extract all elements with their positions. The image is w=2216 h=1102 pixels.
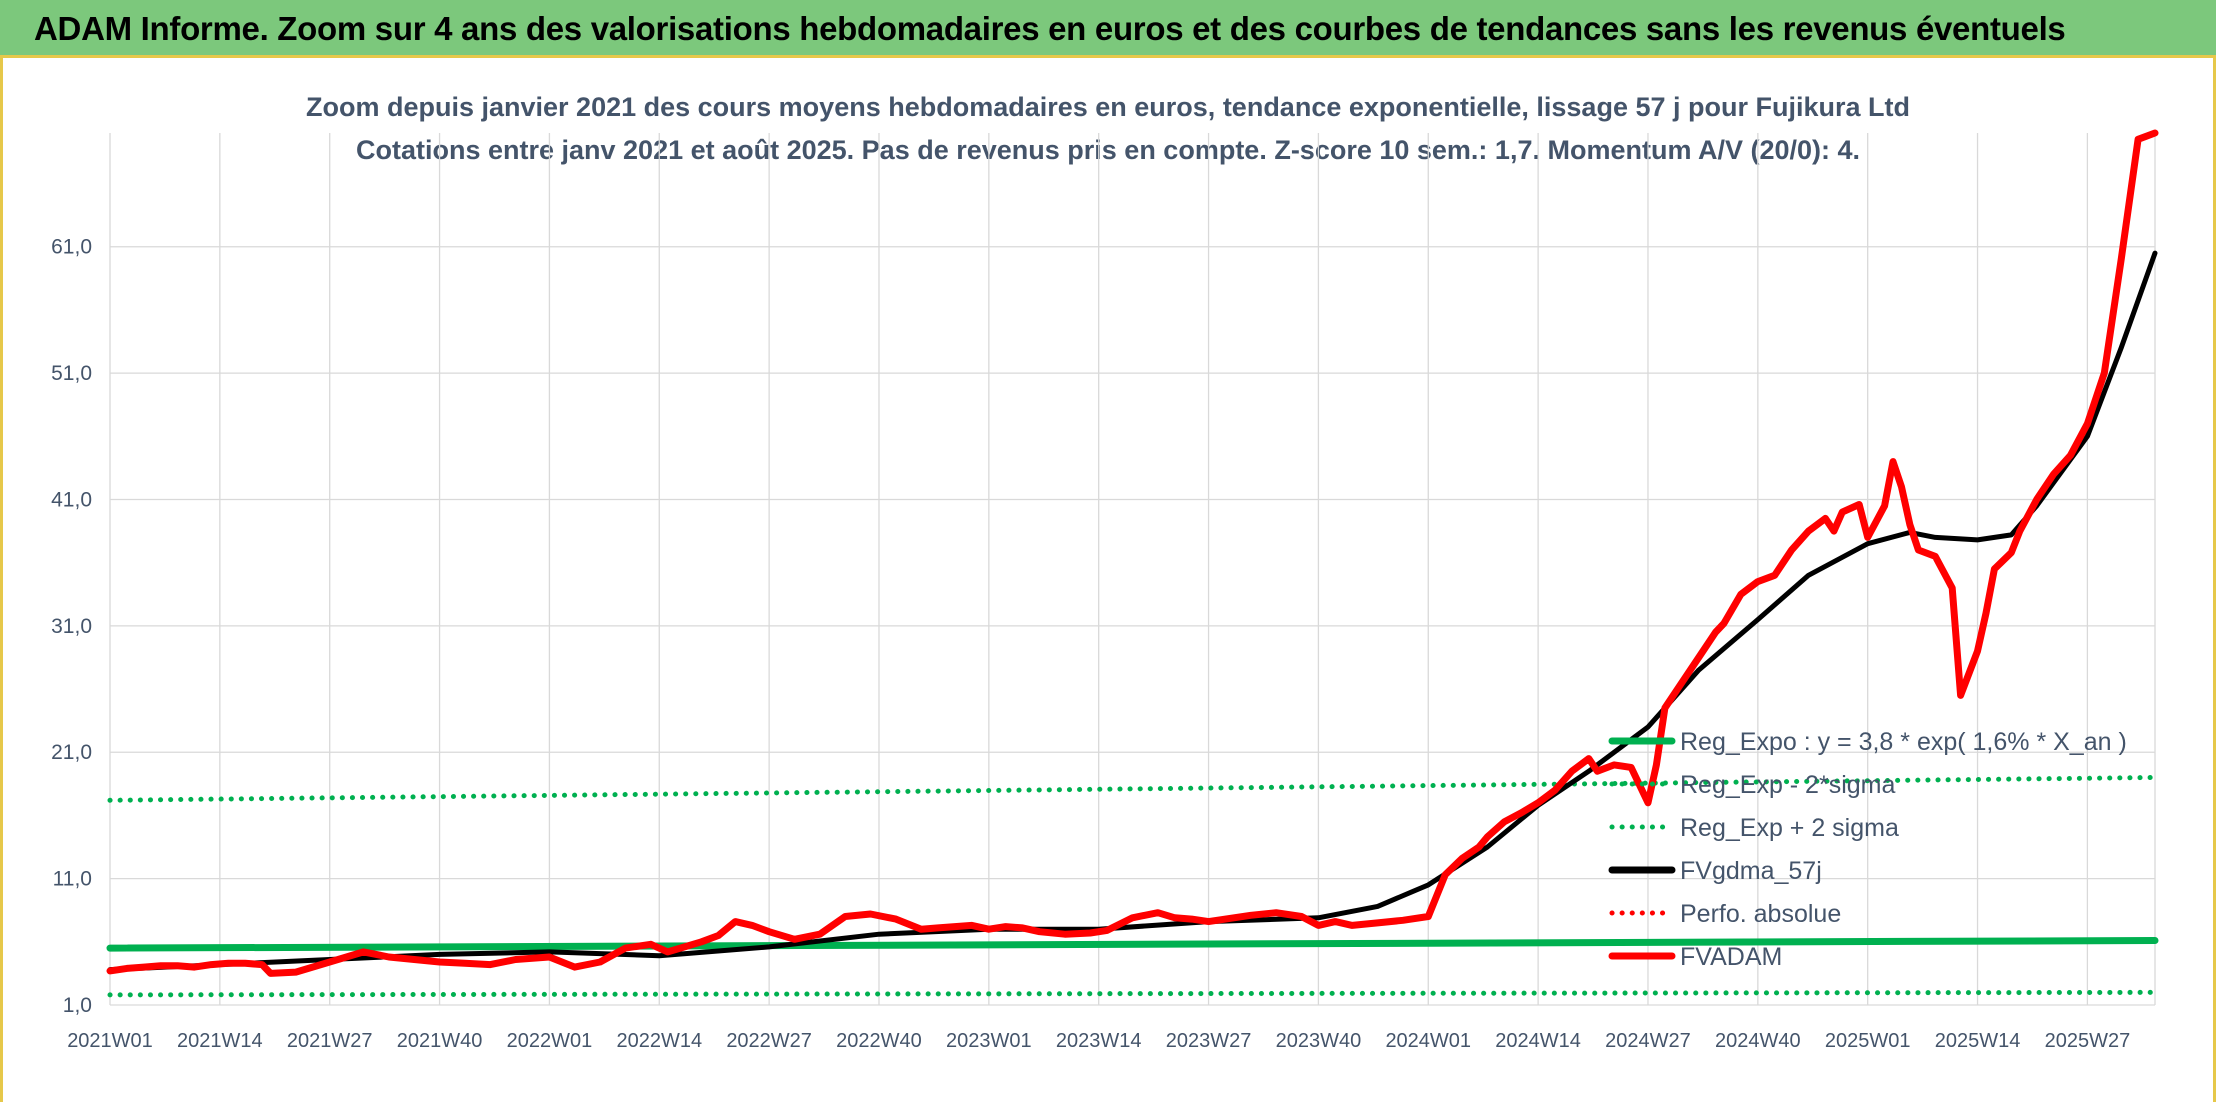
x-tick-label: 2023W40 [1276,1030,1362,1052]
series-layer [106,129,2159,998]
chart-title-line-2: Cotations entre janv 2021 et août 2025. … [355,135,1861,165]
x-tick-label: 2022W40 [836,1030,922,1052]
x-tick-label: 2021W40 [397,1030,483,1052]
x-tick-label: 2021W27 [287,1030,373,1052]
y-tick-label: 41,0 [51,488,92,511]
x-tick-label: 2023W14 [1056,1030,1142,1052]
legend-label: Reg_Expo : y = 3,8 * exp( 1,6% * X_an ) [1680,728,2127,756]
x-tick-label: 2024W27 [1605,1030,1691,1052]
x-tick-label: 2021W14 [177,1030,263,1052]
series-line-reg-exp-2-sigma [107,989,2158,998]
y-tick-label: 51,0 [51,362,92,385]
y-tick-label: 21,0 [51,741,92,764]
report-title: ADAM Informe. Zoom sur 4 ans des valoris… [34,10,2066,47]
y-tick-label: 11,0 [53,868,92,891]
legend-label: Reg_Exp + 2 sigma [1680,814,1899,842]
y-tick-label: 1,0 [63,994,92,1017]
series-line-reg-expo-y-3-8-exp-1-6-x-an [106,937,2159,952]
legend-label: Perfo. absolue [1680,900,1841,928]
y-tick-label: 61,0 [51,236,92,259]
x-tick-label: 2022W01 [507,1030,593,1052]
series-line-fvgdma-57j [107,250,2158,973]
legend-label: Reg_Exp - 2*sigma [1680,771,1895,799]
chart-frame [0,58,2216,1102]
legend-label: FVgdma_57j [1680,857,1822,885]
chart-title: Zoom depuis janvier 2021 des cours moyen… [0,86,2216,172]
x-tick-label: 2021W01 [67,1030,153,1052]
series-line-reg-exp-2-sigma [107,775,2158,803]
x-tick-label: 2022W27 [726,1030,812,1052]
legend-label: FVADAM [1680,943,1782,971]
x-tick-label: 2023W27 [1166,1030,1252,1052]
x-tick-label: 2024W40 [1715,1030,1801,1052]
x-tick-label: 2023W01 [946,1030,1032,1052]
x-tick-label: 2024W14 [1495,1030,1581,1052]
x-tick-label: 2024W01 [1385,1030,1471,1052]
grid-layer [109,133,2156,1006]
report-banner: ADAM Informe. Zoom sur 4 ans des valoris… [0,0,2216,58]
chart-title-line-1: Zoom depuis janvier 2021 des cours moyen… [306,92,1910,122]
x-tick-label: 2025W27 [2045,1030,2131,1052]
x-tick-label: 2022W14 [616,1030,702,1052]
y-tick-label: 31,0 [51,615,92,638]
x-tick-label: 2025W14 [1935,1030,2021,1052]
series-line-fvadam [106,129,2159,977]
axis-layer: 1,0 11,0 21,0 31,0 41,0 51,0 61,0 2021W01 2021W1… [51,236,2130,1052]
x-tick-label: 2025W01 [1825,1030,1911,1052]
legend: Reg_Expo : y = 3,8 * exp( 1,6% * X_an ) R… [1608,728,2127,971]
